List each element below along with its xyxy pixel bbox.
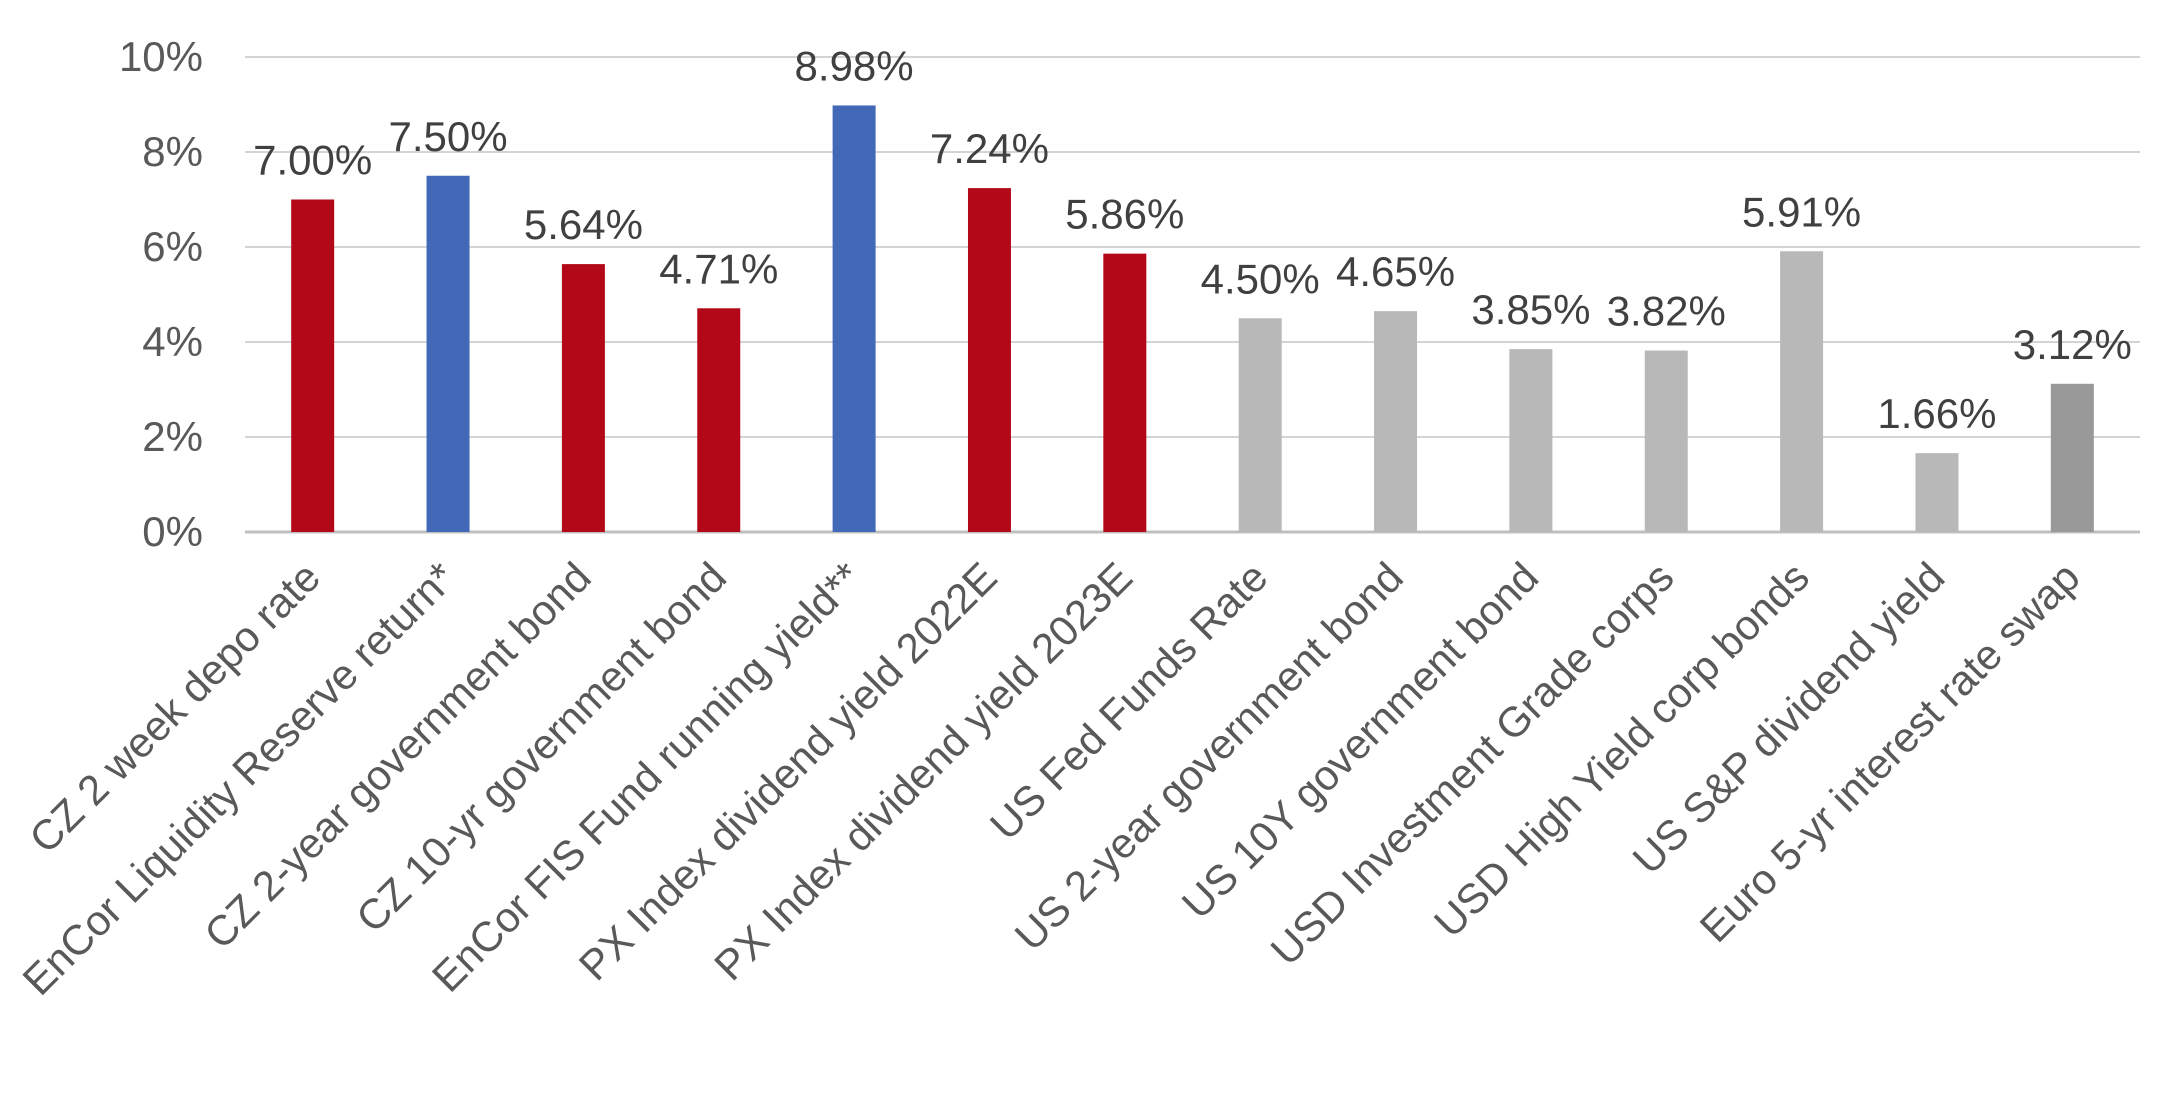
bar bbox=[1509, 349, 1553, 532]
y-tick-label: 10% bbox=[119, 33, 203, 80]
data-label: 3.82% bbox=[1607, 288, 1726, 335]
data-label: 8.98% bbox=[795, 42, 914, 89]
bar bbox=[832, 105, 876, 532]
data-label: 5.91% bbox=[1742, 188, 1861, 235]
data-label: 5.64% bbox=[524, 201, 643, 248]
y-tick-label: 8% bbox=[142, 128, 203, 175]
bar bbox=[2050, 383, 2094, 532]
bars bbox=[291, 105, 2094, 532]
data-label: 3.12% bbox=[2013, 321, 2132, 368]
data-label: 3.85% bbox=[1471, 286, 1590, 333]
bar bbox=[426, 175, 470, 532]
bar bbox=[1374, 311, 1418, 532]
bar bbox=[1238, 318, 1282, 532]
y-tick-label: 6% bbox=[142, 223, 203, 270]
y-tick-label: 2% bbox=[142, 413, 203, 460]
data-label: 7.50% bbox=[388, 113, 507, 160]
y-tick-label: 4% bbox=[142, 318, 203, 365]
y-axis-ticks: 0% 2% 4% 6% 8% 10% bbox=[119, 33, 203, 555]
data-label: 4.65% bbox=[1336, 248, 1455, 295]
bar bbox=[561, 264, 605, 532]
data-label: 1.66% bbox=[1877, 390, 1996, 437]
gridlines bbox=[245, 56, 2140, 534]
y-tick-label: 0% bbox=[142, 508, 203, 555]
data-label: 7.00% bbox=[253, 137, 372, 184]
bar bbox=[291, 199, 335, 532]
data-labels: 7.00% 7.50% 5.64% 4.71% 8.98% 7.24% 5.86% 4.50%… bbox=[253, 42, 2132, 437]
data-label: 5.86% bbox=[1065, 191, 1184, 238]
bar bbox=[967, 188, 1011, 532]
bar bbox=[697, 308, 741, 532]
bar bbox=[1780, 251, 1824, 532]
data-label: 4.71% bbox=[659, 245, 778, 292]
bar bbox=[1915, 453, 1959, 532]
bar bbox=[1103, 253, 1147, 532]
data-label: 4.50% bbox=[1201, 255, 1320, 302]
data-label: 7.24% bbox=[930, 125, 1049, 172]
bar bbox=[1644, 350, 1688, 532]
